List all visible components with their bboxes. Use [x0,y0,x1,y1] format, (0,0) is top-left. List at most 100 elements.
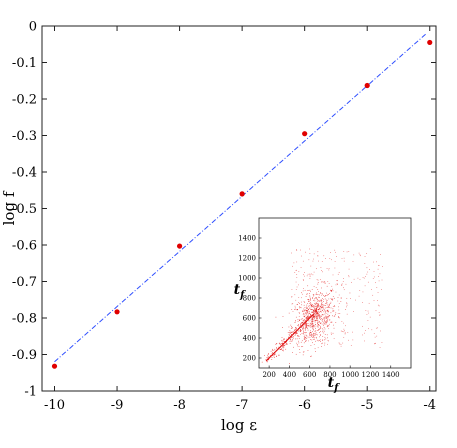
inset-point [336,280,338,282]
inset-point [313,310,315,312]
inset-point [315,309,317,311]
inset-point [300,341,302,343]
inset-point [292,331,294,332]
inset-point [315,304,316,306]
inset-point [316,305,318,307]
inset-point [283,338,285,340]
inset-point [327,324,328,326]
inset-point [322,314,324,315]
inset-point [270,350,272,352]
inset-point [308,316,310,318]
inset-point [304,338,306,340]
inset-point [331,321,333,323]
inset-point [327,294,329,296]
inset-point [306,310,308,312]
inset-point [336,283,338,285]
inset-point [295,320,296,321]
inset-point [311,309,313,310]
inset-point [345,325,346,327]
inset-point [311,323,313,325]
inset-point [313,306,315,308]
inset-point [284,345,286,347]
inset-point [306,319,308,321]
inset-point [303,310,304,312]
inset-point [318,321,320,323]
inset-point [323,317,325,319]
inset-point [281,337,283,338]
inset-point [326,304,328,306]
inset-point [292,331,293,333]
inset-point [322,271,323,273]
inset-point [344,330,345,332]
inset-point [271,357,273,358]
inset-point [280,348,282,349]
inset-point [316,317,318,319]
inset-point [273,354,275,356]
inset-point [315,309,317,310]
inset-point [308,301,310,302]
inset-point [304,307,306,308]
inset-point [378,280,380,282]
inset-point [314,315,316,317]
inset-point [368,312,370,314]
inset-point [289,332,291,334]
inset-point [311,273,312,275]
inset-point [320,341,321,342]
inset-point [265,359,267,361]
inset-point [320,300,322,302]
inset-point [291,309,293,310]
inset-point [319,300,321,302]
inset-point [311,334,313,335]
inset-point [310,297,311,299]
inset-point [314,333,315,335]
inset-point [284,344,286,346]
inset-point [309,289,311,291]
inset-point [327,306,329,308]
inset-point [305,317,307,319]
inset-point [310,334,312,336]
inset-point [302,260,304,262]
inset-point [309,314,311,316]
inset-point [326,321,328,322]
inset-point [330,312,332,314]
inset-point [319,294,320,296]
inset-point [373,333,375,334]
inset-point [307,299,309,300]
inset-point [334,306,336,308]
inset-point [316,339,318,341]
inset-point [305,326,307,328]
inset-point [315,328,316,329]
inset-point [324,318,326,320]
inset-point [313,314,315,315]
inset-point [297,309,299,310]
inset-point [335,314,336,315]
inset-point [373,271,375,272]
inset-point [315,309,317,311]
inset-point [302,311,304,312]
inset-point [310,339,311,340]
inset-point [331,259,332,261]
y-tick-label: -0.5 [12,202,37,217]
inset-point [353,278,355,280]
inset-point [297,320,299,322]
inset-point [309,303,310,304]
inset-point [295,328,297,330]
inset-point [311,325,313,327]
inset-point [329,306,330,308]
inset-point [298,325,300,327]
inset-point [318,305,320,306]
inset-point [305,325,307,327]
inset-point [371,288,372,290]
inset-point [304,334,306,336]
inset-point [286,341,287,343]
inset-point [322,339,324,341]
inset-point [327,319,328,320]
inset-point [297,345,298,347]
inset-point [306,335,308,337]
inset-point [315,287,317,288]
inset-point [330,297,332,299]
inset-point [313,305,315,307]
inset-point [300,324,301,326]
inset-point [332,296,334,297]
inset-point [304,313,306,315]
